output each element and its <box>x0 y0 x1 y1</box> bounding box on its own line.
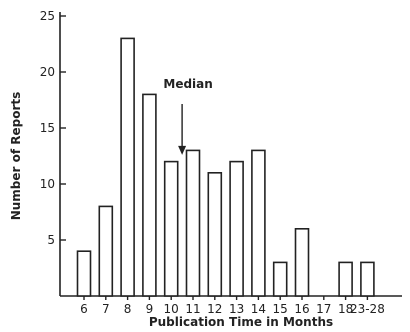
x-tick-label: 15 <box>273 302 288 316</box>
x-tick-label: 11 <box>185 302 200 316</box>
annotations: Median <box>163 77 213 155</box>
median-arrow-icon <box>178 145 187 155</box>
bar-9 <box>142 93 157 297</box>
bar-6 <box>76 250 92 297</box>
bar-15 <box>272 261 288 297</box>
x-tick-label: 8 <box>124 302 132 316</box>
bar-18 <box>338 261 353 297</box>
x-tick-label: 10 <box>164 302 179 316</box>
y-axis-title: Number of Reports <box>9 92 23 221</box>
y-tick-label: 15 <box>40 121 55 135</box>
x-tick-label: 18 <box>338 302 353 316</box>
bar-11 <box>185 149 201 297</box>
bar-23-28 <box>360 261 375 297</box>
bar-13 <box>229 160 244 297</box>
bar-14 <box>251 149 266 297</box>
x-tick-label: 9 <box>146 302 154 316</box>
y-tick-label: 20 <box>40 65 55 79</box>
y-tick-label: 5 <box>47 233 55 247</box>
median-annotation-label: Median <box>163 77 212 91</box>
x-tick-label: 17 <box>316 302 331 316</box>
y-tick-label: 10 <box>40 177 55 191</box>
bar-12 <box>207 172 223 297</box>
bar-7 <box>98 205 114 297</box>
x-tick-label: 13 <box>229 302 244 316</box>
x-axis-title: Publication Time in Months <box>149 315 333 329</box>
bar-16 <box>294 228 310 297</box>
bars <box>76 37 375 297</box>
y-tick-label: 25 <box>40 9 55 23</box>
x-tick-label: 23-28 <box>350 302 385 316</box>
x-tick-label: 6 <box>80 302 88 316</box>
x-tick-label: 16 <box>294 302 309 316</box>
x-tick-label: 14 <box>251 302 266 316</box>
y-ticks: 5 10 15 20 25 <box>40 9 66 247</box>
bar-10 <box>163 160 179 297</box>
x-tick-label: 12 <box>207 302 222 316</box>
x-tick-label: 7 <box>102 302 110 316</box>
bar-8 <box>120 37 135 297</box>
